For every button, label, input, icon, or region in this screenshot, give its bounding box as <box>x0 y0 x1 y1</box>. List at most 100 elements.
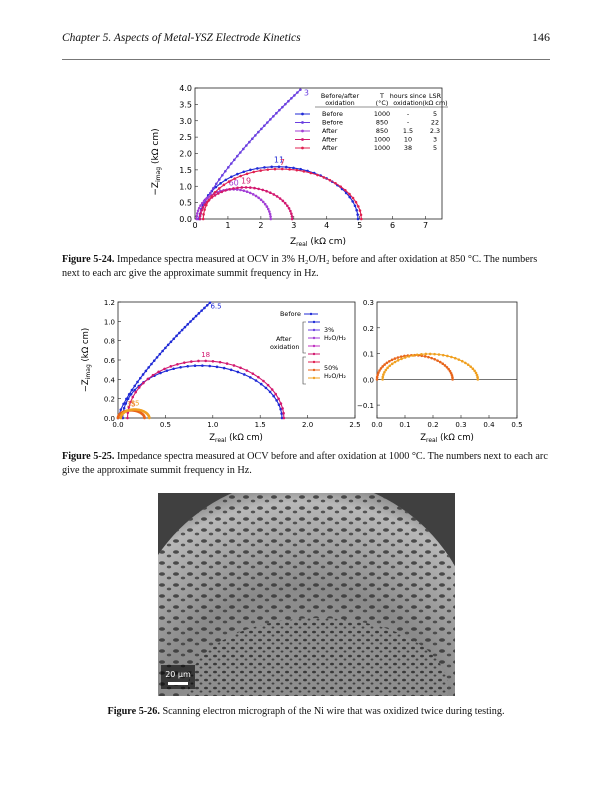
data-point <box>203 208 206 211</box>
data-point <box>224 189 227 192</box>
x-tick-label: 0.0 <box>112 421 123 429</box>
sem-image: 20 µm <box>158 493 455 696</box>
y-tick-label: 4.0 <box>179 84 192 93</box>
data-point <box>353 204 357 208</box>
data-point <box>203 306 206 310</box>
caption-text: Impedance spectra measured at OCV in 3% … <box>62 254 538 279</box>
data-point <box>205 197 208 201</box>
data-point <box>451 376 454 379</box>
data-point <box>427 355 430 359</box>
data-point <box>201 206 205 209</box>
data-point <box>200 309 203 312</box>
data-point <box>122 406 126 410</box>
data-point <box>169 340 173 344</box>
data-point <box>438 360 442 364</box>
data-point <box>232 187 235 190</box>
scale-bar <box>168 682 188 685</box>
data-point <box>476 375 479 379</box>
x-tick-label: 0.5 <box>160 421 171 429</box>
data-point <box>272 394 275 398</box>
data-point <box>268 212 272 216</box>
data-point <box>147 416 151 420</box>
y-tick-label: 1.0 <box>179 182 192 191</box>
data-point <box>407 355 411 358</box>
data-point <box>150 362 153 366</box>
svg-text:T: T <box>379 92 384 100</box>
data-point <box>265 189 268 193</box>
data-point <box>399 355 403 358</box>
data-point <box>257 196 260 200</box>
figure-5-25-chart: 0.0 0.5 1.0 1.5 2.0 2.50.00.20.40.60.81.01.2 … <box>81 299 523 444</box>
x-axis-label-right: Zreal (kΩ cm) <box>420 433 474 444</box>
data-point <box>204 203 208 207</box>
data-point <box>249 168 252 172</box>
data-point <box>210 195 213 198</box>
data-point <box>248 191 252 195</box>
data-point <box>245 369 249 372</box>
series-line <box>122 365 283 419</box>
data-point <box>290 96 293 100</box>
y-tick-label: 2.5 <box>179 133 192 142</box>
data-point <box>218 360 222 364</box>
x-tick-label: 2.5 <box>349 421 360 429</box>
data-point <box>211 359 215 363</box>
data-point <box>186 364 190 368</box>
x-tick-label: 0.2 <box>427 421 438 429</box>
svg-text:oxidation: oxidation <box>325 99 355 107</box>
data-point <box>239 151 242 154</box>
data-point <box>189 320 192 323</box>
frequency-label: 19 <box>241 176 251 185</box>
data-point <box>299 88 302 91</box>
x-tick-label: 0.5 <box>511 421 522 429</box>
data-point <box>284 165 288 169</box>
data-point <box>382 373 385 376</box>
series-line <box>202 168 362 220</box>
data-point <box>400 357 403 361</box>
data-point <box>217 187 221 190</box>
data-point <box>233 158 236 162</box>
data-point <box>355 208 358 212</box>
frequency-label: 3 <box>304 89 309 98</box>
sem-micrograph: 20 µm <box>158 493 455 696</box>
data-point <box>141 373 145 376</box>
data-point <box>233 177 236 180</box>
data-point <box>474 371 478 375</box>
svg-text:50%: 50% <box>324 364 338 372</box>
data-point <box>215 365 219 369</box>
data-point <box>447 367 450 371</box>
y-tick-label: 0.0 <box>179 215 192 224</box>
y-tick-label: 0.4 <box>104 376 116 384</box>
data-point <box>209 191 212 195</box>
data-point <box>261 200 265 204</box>
data-point <box>196 209 200 213</box>
data-point <box>451 378 454 381</box>
caption-label: Figure 5-25. <box>62 451 115 462</box>
data-point <box>292 166 295 170</box>
svg-text:3%: 3% <box>324 326 334 334</box>
data-point <box>141 381 145 385</box>
data-point <box>251 372 255 375</box>
data-point <box>359 213 363 217</box>
data-point <box>449 371 453 375</box>
data-point <box>172 367 175 371</box>
data-point <box>146 377 150 381</box>
data-point <box>195 214 199 218</box>
data-point <box>252 170 256 174</box>
y-axis-label: −Zimag (kΩ cm) <box>81 328 92 392</box>
data-point <box>227 180 231 183</box>
data-point <box>375 378 379 381</box>
data-point <box>208 301 212 304</box>
legend-cell: 850 <box>376 119 388 127</box>
data-point <box>393 360 397 364</box>
legend-marker <box>301 138 304 141</box>
data-point <box>259 169 262 172</box>
legend-marker <box>312 368 316 372</box>
legend-marker <box>312 336 316 340</box>
data-point <box>198 217 202 221</box>
data-point <box>430 356 433 360</box>
data-point <box>251 193 255 196</box>
y-tick-label: 0.8 <box>104 338 115 346</box>
data-point <box>215 182 218 186</box>
data-point <box>240 186 244 189</box>
y-tick-label: 3.5 <box>179 100 192 109</box>
